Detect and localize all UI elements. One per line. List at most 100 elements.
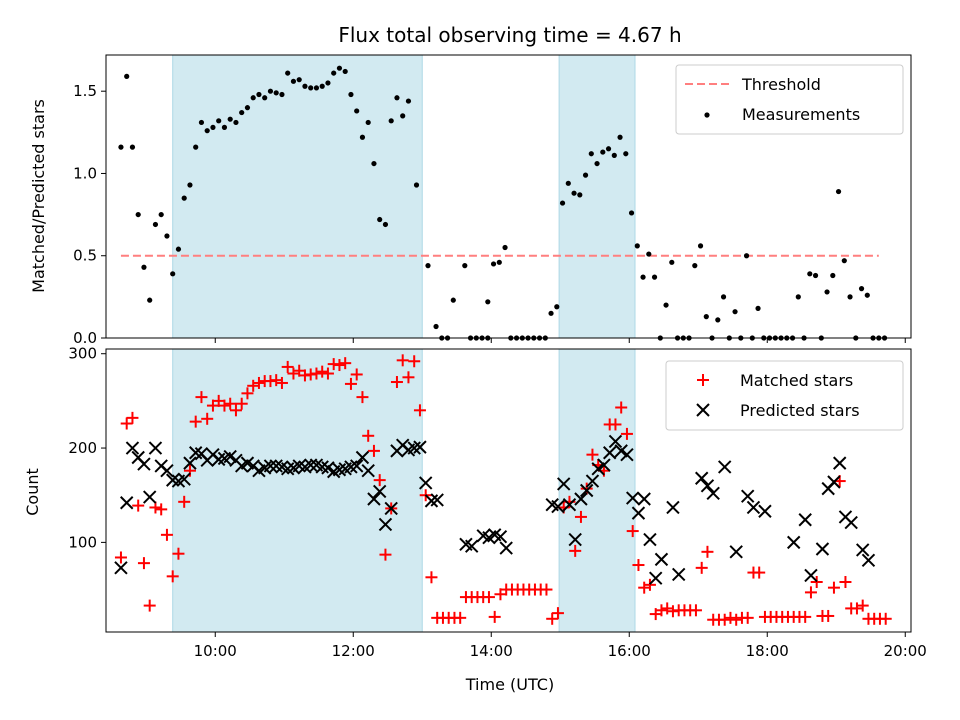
y-tick-label: 1.5 xyxy=(73,82,97,100)
predicted-point xyxy=(631,506,646,520)
matched-point xyxy=(149,501,162,514)
matched-point xyxy=(155,503,168,516)
predicted-point xyxy=(844,515,858,530)
measurement-point xyxy=(646,251,652,257)
measurement-point xyxy=(600,149,606,155)
matched-point xyxy=(356,391,369,404)
predicted-point xyxy=(832,456,847,470)
matched-point xyxy=(482,591,495,604)
predicted-point xyxy=(430,493,444,507)
matched-point xyxy=(454,611,467,624)
measurement-point xyxy=(377,216,383,223)
matched-point xyxy=(241,387,254,400)
measurement-point xyxy=(313,85,320,91)
measurement-point xyxy=(302,83,308,89)
count-y-ticks: 100 200 300 xyxy=(68,345,106,551)
measurement-point xyxy=(732,309,738,315)
matched-point xyxy=(321,367,334,380)
ratio-legend-box xyxy=(675,64,904,135)
matched-point xyxy=(701,545,714,558)
predicted-point xyxy=(125,441,140,455)
matched-point xyxy=(661,602,674,615)
predicted-point xyxy=(263,459,278,473)
measurement-point xyxy=(181,195,187,201)
predicted-point xyxy=(706,486,720,501)
measurement-point xyxy=(400,113,406,119)
matched-point xyxy=(367,444,380,457)
matched-point xyxy=(586,448,599,461)
matched-point xyxy=(396,354,409,367)
x-tick-label: 12:00 xyxy=(332,642,375,660)
measurement-point xyxy=(210,124,216,130)
predicted-point xyxy=(597,458,611,472)
measurement-point xyxy=(250,95,256,101)
measurement-point xyxy=(640,274,646,280)
matched-point xyxy=(609,418,622,431)
measurement-point xyxy=(450,297,456,303)
predicted-point xyxy=(321,461,335,475)
measurement-point xyxy=(824,289,830,295)
count-panel: 100 200 300 10:00 12:00 14:00 16:00 18:00 20:00… xyxy=(23,345,927,694)
legend-matched-label: Matched stars xyxy=(740,371,853,390)
predicted-point xyxy=(372,484,387,499)
ratio-panel: 0.0 0.5 1.0 1.5 Matched/Predicted stars Thr… xyxy=(29,54,912,347)
y-tick-label: 1.0 xyxy=(73,164,97,182)
measurement-point xyxy=(548,310,554,316)
predicted-point xyxy=(418,476,433,490)
series-predicted-stars xyxy=(114,434,876,585)
predicted-point xyxy=(562,497,577,512)
measurement-point xyxy=(743,253,750,259)
observing-windows-bottom xyxy=(172,348,636,633)
measurement-point xyxy=(669,259,675,265)
count-legend-box xyxy=(665,360,904,431)
matched-point xyxy=(724,611,737,624)
measurement-point xyxy=(227,116,233,122)
chart-title: Flux total observing time = 4.67 h xyxy=(338,23,681,47)
measurement-point xyxy=(308,85,314,91)
measurement-point xyxy=(319,83,325,89)
predicted-point xyxy=(493,530,508,544)
predicted-point xyxy=(367,492,381,506)
predicted-point xyxy=(551,499,565,514)
measurement-point xyxy=(124,73,130,79)
ratio-x-ticks xyxy=(214,338,906,343)
predicted-point xyxy=(827,475,841,489)
measurement-point xyxy=(175,246,182,252)
predicted-point xyxy=(637,492,651,506)
measurement-point xyxy=(858,286,865,292)
measurement-point xyxy=(256,91,262,98)
predicted-point xyxy=(464,539,479,553)
ratio-y-label: Matched/Predicted stars xyxy=(29,99,48,293)
count-series xyxy=(114,354,892,626)
matched-point xyxy=(540,583,553,596)
matched-point xyxy=(839,576,852,589)
measurement-point xyxy=(405,98,412,104)
x-tick-label: 20:00 xyxy=(884,642,927,660)
measurement-point xyxy=(296,77,302,83)
ratio-y-ticks: 0.0 0.5 1.0 1.5 xyxy=(73,82,106,347)
legend-threshold-label: Threshold xyxy=(741,75,821,94)
predicted-point xyxy=(815,542,830,556)
predicted-point xyxy=(740,489,755,503)
measurement-point xyxy=(628,210,635,216)
matched-point xyxy=(373,474,386,487)
count-y-label: Count xyxy=(23,468,42,516)
measurement-point xyxy=(634,243,640,249)
predicted-point xyxy=(556,477,571,491)
measurement-point xyxy=(755,305,761,311)
predicted-point xyxy=(568,532,582,547)
measurement-point xyxy=(285,70,291,76)
measurement-point xyxy=(388,118,394,124)
measurement-point xyxy=(807,271,813,277)
matched-point xyxy=(799,610,812,623)
measurement-point xyxy=(198,119,205,126)
measurement-point xyxy=(204,128,210,134)
measurement-point xyxy=(715,317,721,323)
measurement-point xyxy=(129,144,136,150)
matched-point xyxy=(741,611,754,624)
measurement-point xyxy=(571,190,577,196)
measurement-point xyxy=(348,91,354,98)
measurement-point xyxy=(221,124,228,130)
measurement-point xyxy=(394,95,400,101)
